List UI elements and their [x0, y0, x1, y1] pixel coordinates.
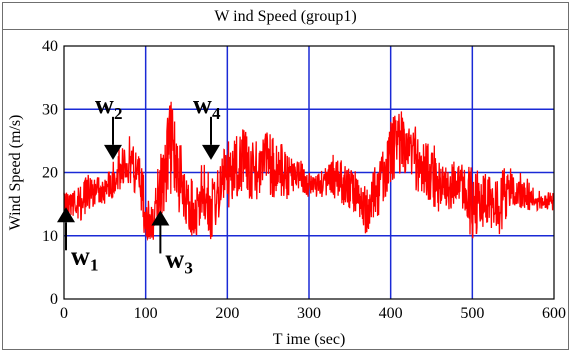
annotation-subscript: 4 [212, 104, 221, 123]
x-tick-label: 600 [542, 305, 566, 322]
annotation-subscript: 2 [114, 104, 123, 123]
annotation-subscript: 3 [184, 258, 193, 277]
annotation-letter: w [71, 241, 90, 270]
x-tick-label: 300 [297, 305, 321, 322]
x-ticks: 0 100 200 300 400 500 600 [60, 305, 566, 322]
y-axis-label: Wind Speed (m/s) [7, 115, 24, 231]
x-tick-label: 100 [134, 305, 158, 322]
y-tick-label: 30 [42, 101, 58, 118]
y-tick-label: 10 [42, 228, 58, 245]
y-tick-label: 0 [50, 291, 58, 308]
y-ticks: 0 10 20 30 40 [42, 38, 58, 308]
x-axis-label: T ime (sec) [273, 331, 346, 348]
chart-svg: 0 100 200 300 400 500 600 0 10 20 30 40 T ime (sec… [3, 3, 570, 351]
y-tick-label: 40 [42, 38, 58, 55]
x-tick-label: 400 [379, 305, 403, 322]
x-tick-label: 200 [215, 305, 239, 322]
x-tick-label: 500 [460, 305, 484, 322]
y-tick-label: 20 [42, 165, 58, 182]
annotation-letter: w [95, 90, 114, 119]
grid [64, 46, 554, 299]
annotation-subscript: 1 [90, 255, 99, 274]
annotation-letter: w [165, 244, 184, 273]
chart-frame: W ind Speed (group1) 0 100 200 300 400 500 600… [2, 2, 569, 350]
annotation-letter: w [193, 90, 212, 119]
x-tick-label: 0 [60, 305, 68, 322]
arrow-down-icon [202, 145, 220, 160]
arrow-up-icon [57, 207, 75, 222]
